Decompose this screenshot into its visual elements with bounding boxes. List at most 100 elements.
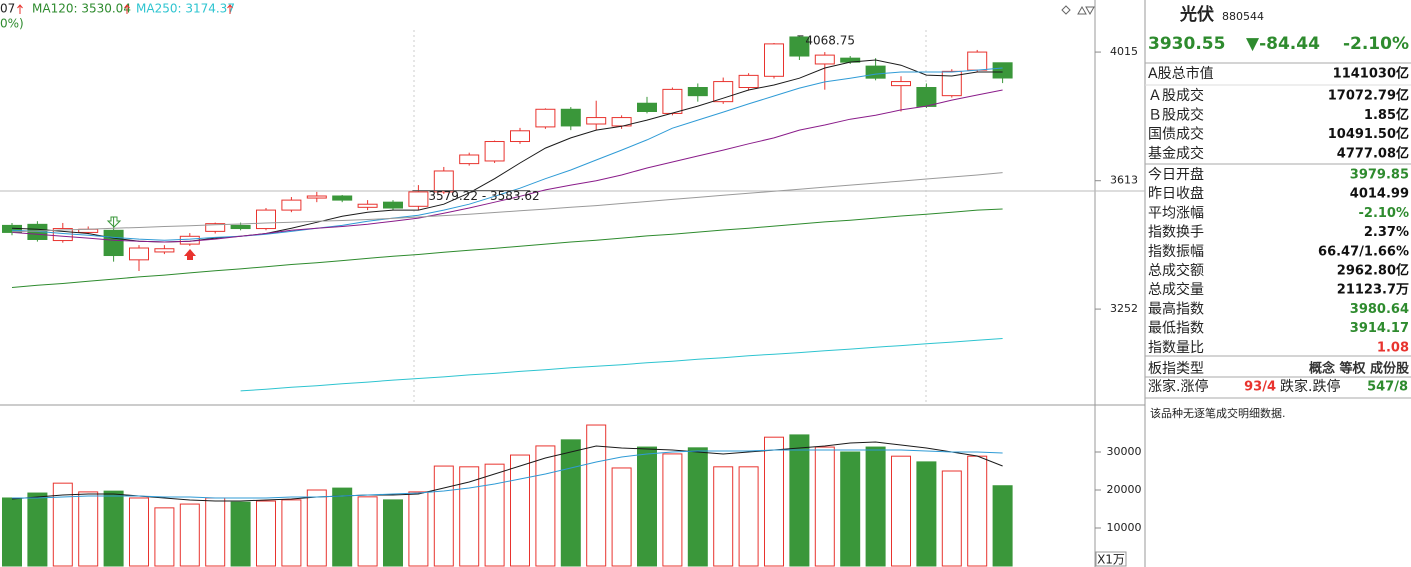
legend-text: 07 [0,2,15,16]
legend-text: MA120: 3530.04 [32,2,131,16]
candle-body [256,209,276,230]
breadth-value: 547/8 [1367,380,1408,395]
volume-bar [357,496,378,567]
stat-label: 最低指数 [1148,321,1204,337]
volume-bar [205,497,226,567]
y-tick-label: 30000 [1107,445,1142,458]
ma-line [11,89,1003,243]
volume-bar [459,466,480,567]
volume-ma-line [11,441,1003,502]
candle-body [738,74,759,89]
candle-body [992,62,1013,79]
stat-value: 1141030亿 [1333,66,1409,82]
volume-bar [281,499,302,567]
stat-value: 3914.17 [1350,321,1409,336]
volume-bar [916,461,937,567]
volume-bar [332,487,353,567]
ma-line [11,208,1003,288]
candle-body [789,36,810,57]
stat-label: 板指类型 [1148,361,1204,377]
stat-label: 指数振幅 [1148,244,1204,260]
stat-value: 10491.50亿 [1328,126,1409,142]
volume-bar [941,470,962,567]
volume-bar [2,497,22,567]
ma-line [240,338,1003,392]
volume-bar [967,455,988,567]
y-tick-label: 20000 [1107,483,1142,496]
unit-box [1095,551,1127,567]
ma-line [11,67,1003,241]
unit-label: X1万 [1097,553,1125,567]
volume-bar [713,466,734,567]
icon-button[interactable] [1061,5,1071,15]
candle-body [281,199,302,211]
candle-body [230,224,251,230]
candle-body [535,108,556,128]
stat-label: 总成交量 [1148,281,1204,298]
arrow-icon [227,4,233,14]
stat-value: 66.47/1.66% [1318,244,1409,259]
stat-label: 最高指数 [1148,300,1204,317]
stat-label: 今日开盘 [1148,166,1204,183]
stat-label: Ｂ股成交 [1148,106,1204,123]
y-tick-label: 3613 [1110,174,1138,187]
breadth-label: 跌家.跌停 [1280,378,1340,395]
legend-text: 0%) [0,17,24,31]
candle-body [891,81,911,87]
volume-bar [510,454,530,567]
volume-bar [129,497,149,567]
volume-bar [484,463,505,567]
volume-bar [78,491,99,567]
volume-bar [535,445,556,567]
stat-value: 4777.08亿 [1337,145,1409,161]
legend-text: MA250: 3174.37 [136,2,235,16]
stat-label: 昨日收盘 [1148,185,1204,202]
stat-label: 指数换手 [1148,224,1204,241]
arrow-icon [124,4,130,14]
icon-button[interactable] [1085,6,1095,16]
stat-value: -2.10% [1359,206,1410,221]
stat-value: 2.37% [1364,225,1409,240]
volume-bar [154,507,175,567]
volume-bar [586,424,607,567]
stat-value: 3980.64 [1350,302,1409,317]
volume-bar [52,482,73,567]
candle-body [332,195,353,201]
volume-bar [865,446,886,567]
volume-bar [840,451,861,567]
volume-bar [433,465,454,567]
candle-body [814,54,835,65]
stat-label: A股总市值 [1148,65,1214,82]
breadth-value: 93/4 [1244,380,1276,395]
stat-value: 4014.99 [1350,187,1409,202]
stat-label: 平均涨幅 [1148,205,1204,221]
stat-label: Ａ股成交 [1148,87,1204,104]
icon-button[interactable] [1077,5,1087,15]
volume-bar [408,491,429,567]
volume-bar [306,489,327,567]
stat-value: 2962.80亿 [1337,263,1409,279]
breadth-label: 涨家.涨停 [1148,378,1208,395]
volume-bar [687,447,708,567]
stat-label: 国债成交 [1148,126,1204,143]
volume-bar [637,446,657,567]
stat-value: 3979.85 [1350,168,1409,183]
volume-bar [891,455,911,567]
ma-line [11,172,1003,233]
arrow-icon [17,4,23,14]
y-tick-label: 4015 [1110,45,1138,58]
volume-bar [611,467,632,567]
stat-value: 概念 等权 成份股 [1309,361,1409,377]
candle-body [408,191,429,207]
price-change: ▼-84.44 [1246,34,1320,54]
stat-value: 17072.79亿 [1328,88,1409,104]
candle-body [129,247,149,261]
candle-body [560,108,581,127]
volume-bar [383,499,403,567]
volume-bar [179,503,200,567]
y-tick-label: 3252 [1110,302,1138,315]
volume-bar [662,453,683,567]
annotation: 3579.22 - 3583.62 [428,189,539,203]
